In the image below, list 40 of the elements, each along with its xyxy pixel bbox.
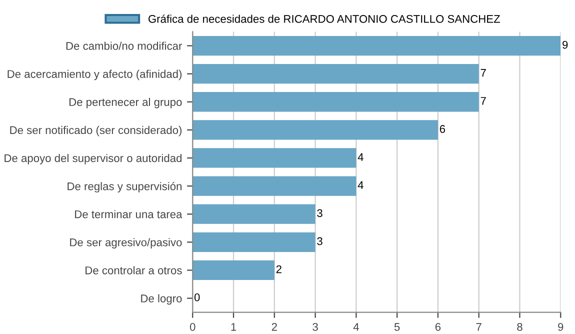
data-label: 3 [317,237,322,246]
data-label: 2 [276,265,282,274]
data-label: 4 [358,181,364,189]
data-label: 9 [562,40,568,49]
bar [192,204,316,224]
x-tick-label: 6 [435,323,441,331]
data-label: 4 [358,153,364,161]
y-tick-label: De pertenecer al grupo [69,98,182,108]
y-tick-label: De ser notificado (ser considerado) [10,126,182,136]
bar [192,64,479,84]
x-tick-label: 5 [394,323,400,331]
y-tick-label: De ser agresivo/pasivo [70,238,182,248]
y-tick-label: De terminar una tarea [75,210,182,218]
bar [192,36,561,56]
x-tick-label: 1 [231,323,236,331]
legend-label: Gráfica de necesidades de RICARDO ANTONIO CASTILLO SANCHEZ [148,14,500,23]
bar [192,92,479,112]
x-tick-label: 7 [476,323,482,331]
x-tick-label: 9 [558,323,564,331]
x-tick-label: 8 [517,323,522,331]
x-tick-label: 2 [272,323,277,331]
bar [192,232,316,252]
y-tick-label: De controlar a otros [86,266,182,274]
x-tick-label: 0 [190,323,196,331]
y-tick-label: De acercamiento y afecto (afinidad) [8,70,182,80]
data-label: 0 [194,293,200,302]
y-tick-label: De logro [141,294,182,305]
data-label: 7 [480,97,486,105]
bar [192,148,356,168]
bar [192,120,438,140]
y-tick-label: De cambio/no modificar [66,42,182,50]
bar [192,176,356,196]
x-tick-label: 3 [312,323,318,331]
x-tick-label: 4 [353,323,359,331]
y-tick-label: De apoyo del supervisor o autoridad [4,154,182,164]
data-label: 7 [480,69,486,77]
data-label: 6 [440,125,446,133]
y-tick-label: De reglas y supervisión [68,182,182,192]
bar [192,260,274,280]
data-label: 3 [317,209,322,218]
